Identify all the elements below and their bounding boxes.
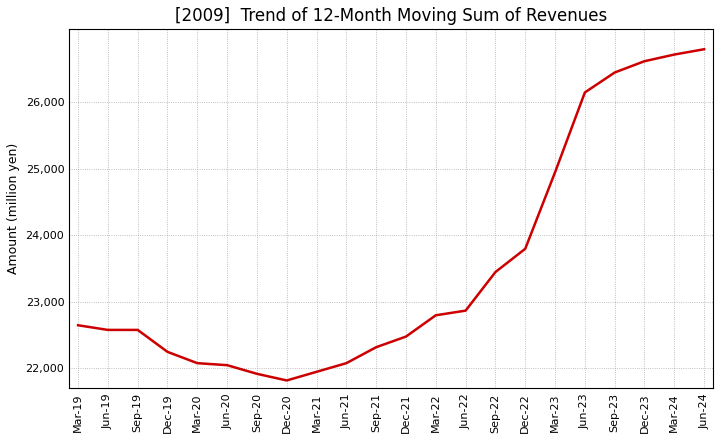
Title: [2009]  Trend of 12-Month Moving Sum of Revenues: [2009] Trend of 12-Month Moving Sum of R… (175, 7, 607, 25)
Y-axis label: Amount (million yen): Amount (million yen) (7, 143, 20, 275)
